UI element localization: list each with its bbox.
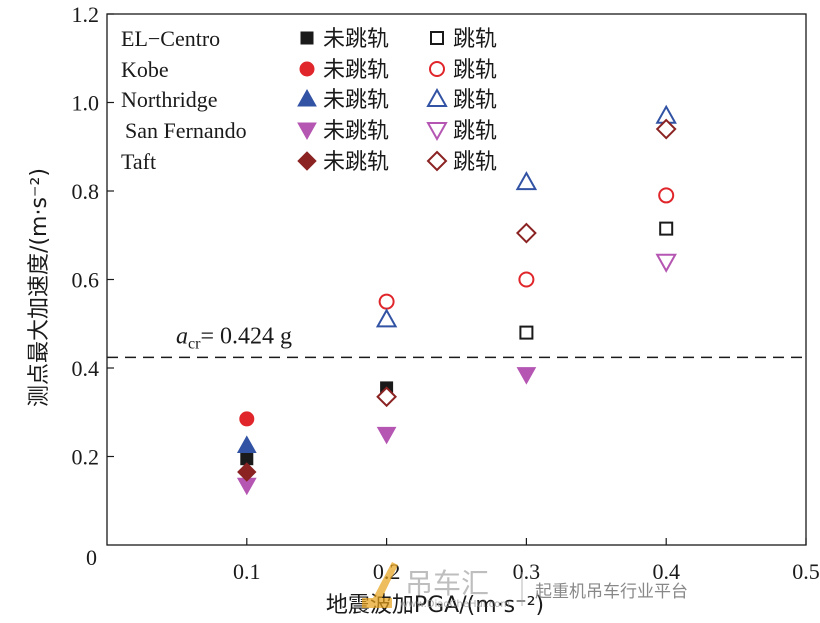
san-fernando-no-derail-point [516,367,537,385]
legend-series-name: EL−Centro [121,26,220,51]
data-points [236,104,677,496]
y-tick-label: 1.2 [72,2,100,27]
y-tick-label: 0 [86,545,97,570]
legend-series-name: Taft [121,149,156,174]
taft-derail-point [376,386,398,408]
legend-no-derail-label: 未跳轨 [323,119,389,144]
legend-northridge-filled-marker [297,88,317,107]
legend-no-derail-label: 未跳轨 [323,58,389,83]
taft-no-derail-point [237,462,257,482]
taft-derail-point [515,222,537,244]
crane-logo-icon [362,562,398,608]
kobe-derail-point [658,187,675,204]
y-tick-label: 0.6 [72,268,100,293]
y-tick-label: 0.8 [72,179,100,204]
legend-kobe-filled-marker [299,61,315,77]
legend-san-fernando-filled-marker [297,122,317,141]
axes: 0.1 0.2 0.3 0.4 0.500.20.40.60.81.01.2 [72,2,820,584]
x-tick-label: 0.1 [233,559,261,584]
el-centro-derail-point [519,325,534,340]
y-axis-title: 测点最大加速度/(m·s⁻²) [27,168,52,407]
y-tick-label: 1.0 [72,91,100,116]
legend-series-name: Kobe [121,57,169,82]
watermark-url: www.DiaoCheHui.com [400,599,510,610]
legend-no-derail-label: 未跳轨 [323,88,389,113]
legend-taft-hollow-marker [426,150,448,172]
crane-base-shape [362,598,392,608]
san-fernando-derail-point [655,253,677,273]
legend-series-name: Northridge [121,87,218,112]
san-fernando-no-derail-point [376,426,397,445]
legend-no-derail-label: 未跳轨 [323,150,389,175]
legend-derail-label: 跳轨 [453,88,497,113]
el-centro-derail-point [659,221,674,236]
x-tick-label: 0.4 [652,559,680,584]
legend-derail-label: 跳轨 [453,150,497,175]
x-tick-label: 0.5 [792,559,820,584]
watermark-brand: 吊车汇 [405,567,489,600]
x-tick-label: 0.3 [513,559,541,584]
legend-series-name: San Fernando [125,118,247,143]
legend-taft-filled-marker [297,151,317,171]
taft-derail-point [655,118,677,140]
axis-titles: 测点最大加速度/(m·s⁻²)地震波加PGA/(m·s⁻²) [27,168,544,618]
watermark-slogan: 起重机吊车行业平台 [535,582,688,602]
reference-line: acr= 0.424 g [107,323,806,359]
kobe-derail-point [518,271,535,288]
legend-derail-label: 跳轨 [453,27,497,52]
y-tick-label: 0.4 [72,356,100,381]
kobe-derail-point [378,293,395,310]
kobe-no-derail-point [239,411,255,427]
y-tick-label: 0.2 [72,445,100,470]
northridge-derail-point [515,171,538,191]
legend-el-centro-filled-marker [300,31,314,45]
critical-acceleration-label: acr= 0.424 g [176,323,292,352]
legend-northridge-hollow-marker [426,87,448,107]
crane-boom-shape [372,562,398,602]
legend-el-centro-hollow-marker [430,31,444,45]
northridge-no-derail-point [236,435,257,453]
legend-derail-label: 跳轨 [453,58,497,83]
legend-derail-label: 跳轨 [453,119,497,144]
legend-no-derail-label: 未跳轨 [323,27,389,52]
legend-kobe-hollow-marker [429,61,445,77]
northridge-derail-point [375,308,398,328]
legend-san-fernando-hollow-marker [426,122,448,142]
